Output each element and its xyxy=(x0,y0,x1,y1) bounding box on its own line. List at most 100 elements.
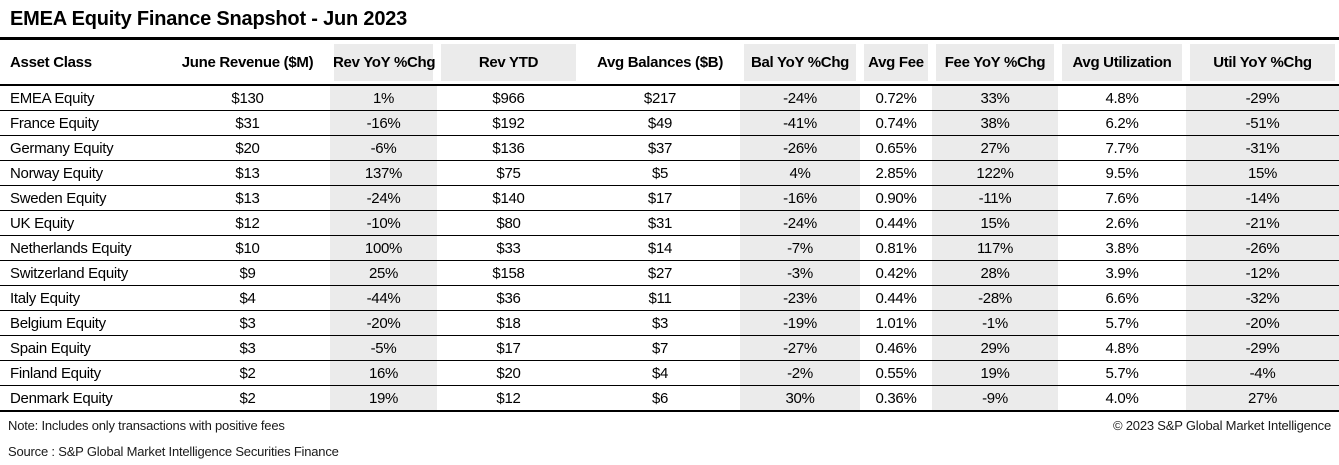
value-cell: -19% xyxy=(740,311,860,336)
table-header-row: Asset Class June Revenue ($M) Rev YoY %Chg… xyxy=(0,40,1339,86)
value-cell: 0.90% xyxy=(860,186,932,211)
value-cell: $4 xyxy=(165,286,330,311)
value-cell: 15% xyxy=(932,211,1058,236)
value-cell: -12% xyxy=(1186,261,1339,286)
value-cell: -29% xyxy=(1186,86,1339,111)
value-cell: $136 xyxy=(437,136,580,161)
value-cell: -24% xyxy=(330,186,437,211)
value-cell: -44% xyxy=(330,286,437,311)
value-cell: 0.55% xyxy=(860,361,932,386)
value-cell: -20% xyxy=(1186,311,1339,336)
header-cell: Avg Utilization xyxy=(1058,40,1186,86)
value-cell: 19% xyxy=(330,386,437,412)
value-cell: 27% xyxy=(1186,386,1339,412)
copyright-text: © 2023 S&P Global Market Intelligence xyxy=(1112,418,1331,433)
value-cell: 5.7% xyxy=(1058,361,1186,386)
note-text: Note: Includes only transactions with po… xyxy=(8,418,285,433)
value-cell: $17 xyxy=(580,186,740,211)
value-cell: $7 xyxy=(580,336,740,361)
table-row: Norway Equity $13 137% $75 $5 4% 2.85% 122% 9.5%… xyxy=(0,161,1339,186)
page-title: EMEA Equity Finance Snapshot - Jun 2023 xyxy=(10,8,408,30)
value-cell: $20 xyxy=(437,361,580,386)
value-cell: 122% xyxy=(932,161,1058,186)
value-cell: -32% xyxy=(1186,286,1339,311)
value-cell: $12 xyxy=(165,211,330,236)
value-cell: -41% xyxy=(740,111,860,136)
value-cell: 137% xyxy=(330,161,437,186)
value-cell: -2% xyxy=(740,361,860,386)
value-cell: 0.46% xyxy=(860,336,932,361)
value-cell: -26% xyxy=(1186,236,1339,261)
value-cell: -21% xyxy=(1186,211,1339,236)
value-cell: 25% xyxy=(330,261,437,286)
value-cell: 100% xyxy=(330,236,437,261)
value-cell: 4.8% xyxy=(1058,336,1186,361)
value-cell: $2 xyxy=(165,361,330,386)
table-row: Netherlands Equity $10 100% $33 $14 -7% 0.81% 1… xyxy=(0,236,1339,261)
asset-class-cell: Spain Equity xyxy=(0,336,165,361)
value-cell: -16% xyxy=(330,111,437,136)
value-cell: -7% xyxy=(740,236,860,261)
table-body: EMEA Equity $130 1% $966 $217 -24% 0.72% 33% 4.8… xyxy=(0,86,1339,412)
asset-class-cell: Netherlands Equity xyxy=(0,236,165,261)
title-divider xyxy=(0,37,1339,40)
value-cell: -9% xyxy=(932,386,1058,412)
value-cell: 4.0% xyxy=(1058,386,1186,412)
value-cell: -3% xyxy=(740,261,860,286)
header-cell: Avg Balances ($B) xyxy=(580,40,740,86)
table-row: Spain Equity $3 -5% $17 $7 -27% 0.46% 29% 4.8% -2… xyxy=(0,336,1339,361)
header-cell: Bal YoY %Chg xyxy=(740,40,860,86)
value-cell: 5.7% xyxy=(1058,311,1186,336)
value-cell: -29% xyxy=(1186,336,1339,361)
footer: Note: Includes only transactions with po… xyxy=(0,418,1339,460)
value-cell: $31 xyxy=(165,111,330,136)
table-row: Italy Equity $4 -44% $36 $11 -23% 0.44% -28% 6.6… xyxy=(0,286,1339,311)
value-cell: $37 xyxy=(580,136,740,161)
value-cell: $31 xyxy=(580,211,740,236)
asset-class-cell: Switzerland Equity xyxy=(0,261,165,286)
value-cell: $192 xyxy=(437,111,580,136)
value-cell: $3 xyxy=(580,311,740,336)
value-cell: $80 xyxy=(437,211,580,236)
value-cell: $18 xyxy=(437,311,580,336)
value-cell: 19% xyxy=(932,361,1058,386)
value-cell: $9 xyxy=(165,261,330,286)
asset-class-cell: Sweden Equity xyxy=(0,186,165,211)
value-cell: 2.85% xyxy=(860,161,932,186)
value-cell: -4% xyxy=(1186,361,1339,386)
value-cell: -26% xyxy=(740,136,860,161)
value-cell: 1% xyxy=(330,86,437,111)
value-cell: 6.6% xyxy=(1058,286,1186,311)
value-cell: 9.5% xyxy=(1058,161,1186,186)
value-cell: 0.72% xyxy=(860,86,932,111)
asset-class-cell: EMEA Equity xyxy=(0,86,165,111)
asset-class-cell: Finland Equity xyxy=(0,361,165,386)
value-cell: -20% xyxy=(330,311,437,336)
value-cell: -24% xyxy=(740,86,860,111)
value-cell: 0.44% xyxy=(860,286,932,311)
value-cell: 0.65% xyxy=(860,136,932,161)
value-cell: -51% xyxy=(1186,111,1339,136)
value-cell: 6.2% xyxy=(1058,111,1186,136)
value-cell: 0.44% xyxy=(860,211,932,236)
value-cell: -5% xyxy=(330,336,437,361)
value-cell: 38% xyxy=(932,111,1058,136)
header-cell: June Revenue ($M) xyxy=(165,40,330,86)
value-cell: 30% xyxy=(740,386,860,412)
table-row: Belgium Equity $3 -20% $18 $3 -19% 1.01% -1% 5.7… xyxy=(0,311,1339,336)
value-cell: 27% xyxy=(932,136,1058,161)
value-cell: $33 xyxy=(437,236,580,261)
value-cell: $2 xyxy=(165,386,330,412)
header-cell: Asset Class xyxy=(0,40,165,86)
table-row: Germany Equity $20 -6% $136 $37 -26% 0.65% 27% 7… xyxy=(0,136,1339,161)
asset-class-cell: Italy Equity xyxy=(0,286,165,311)
value-cell: 0.74% xyxy=(860,111,932,136)
table-row: Switzerland Equity $9 25% $158 $27 -3% 0.42% 28… xyxy=(0,261,1339,286)
value-cell: $3 xyxy=(165,311,330,336)
value-cell: -28% xyxy=(932,286,1058,311)
table-row: Sweden Equity $13 -24% $140 $17 -16% 0.90% -11%… xyxy=(0,186,1339,211)
value-cell: $13 xyxy=(165,186,330,211)
value-cell: $14 xyxy=(580,236,740,261)
asset-class-cell: UK Equity xyxy=(0,211,165,236)
value-cell: 28% xyxy=(932,261,1058,286)
